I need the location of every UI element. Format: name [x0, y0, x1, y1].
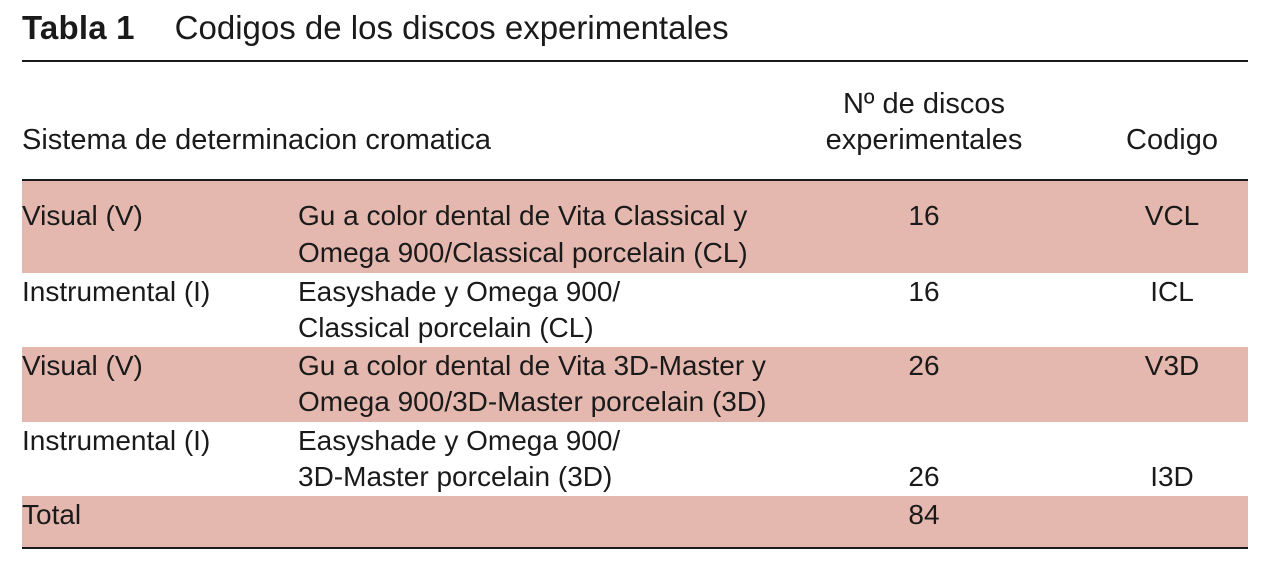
row-3-desc-line1: Gu a color dental de Vita 3D-Master y: [298, 350, 766, 381]
row-2-code: ICL: [1150, 276, 1194, 307]
row-4-code: I3D: [1150, 461, 1194, 492]
row-2-count: 16: [908, 276, 940, 307]
total-count: 84: [908, 499, 940, 530]
header-count-line2: experimentales: [825, 124, 1023, 156]
row-4-desc-line2: 3D-Master porcelain (3D): [298, 461, 613, 492]
bottom-rule: [22, 547, 1248, 549]
row-1-code: VCL: [1144, 200, 1200, 231]
top-rule: [22, 60, 1248, 62]
row-4-count: 26: [908, 461, 940, 492]
header-rule: [22, 179, 1248, 181]
row-band-3: [22, 347, 1248, 422]
header-count: Nº de discos experimentales: [790, 86, 1058, 158]
row-3-code: V3D: [1144, 350, 1200, 381]
row-1-count: 16: [908, 200, 940, 231]
table-title: Codigos de los discos experimentales: [174, 9, 729, 46]
table-label: Tabla 1: [22, 9, 135, 46]
total-label: Total: [22, 499, 82, 530]
row-1-desc-line2: Omega 900/Classical porcelain (CL): [298, 237, 748, 268]
header-count-line1: Nº de discos: [842, 88, 1006, 120]
header-code: Codigo: [1126, 124, 1218, 156]
row-2-system: Instrumental (I): [22, 276, 211, 307]
table-caption: Tabla 1 Codigos de los discos experiment…: [22, 4, 729, 52]
row-1-desc-line1: Gu a color dental de Vita Classical y: [298, 200, 748, 231]
row-3-desc-line2: Omega 900/3D-Master porcelain (3D): [298, 386, 767, 417]
row-band-total: [22, 496, 1248, 547]
row-3-count: 26: [908, 350, 940, 381]
row-2-desc-line2: Classical porcelain (CL): [298, 312, 594, 343]
row-3-system: Visual (V): [22, 350, 143, 381]
row-2-desc-line1: Easyshade y Omega 900/: [298, 276, 621, 307]
row-1-system: Visual (V): [22, 200, 143, 231]
row-4-desc-line1: Easyshade y Omega 900/: [298, 425, 621, 456]
header-system: Sistema de determinacion cromatica: [22, 124, 492, 156]
row-band-1: [22, 181, 1248, 273]
row-4-system: Instrumental (I): [22, 425, 211, 456]
